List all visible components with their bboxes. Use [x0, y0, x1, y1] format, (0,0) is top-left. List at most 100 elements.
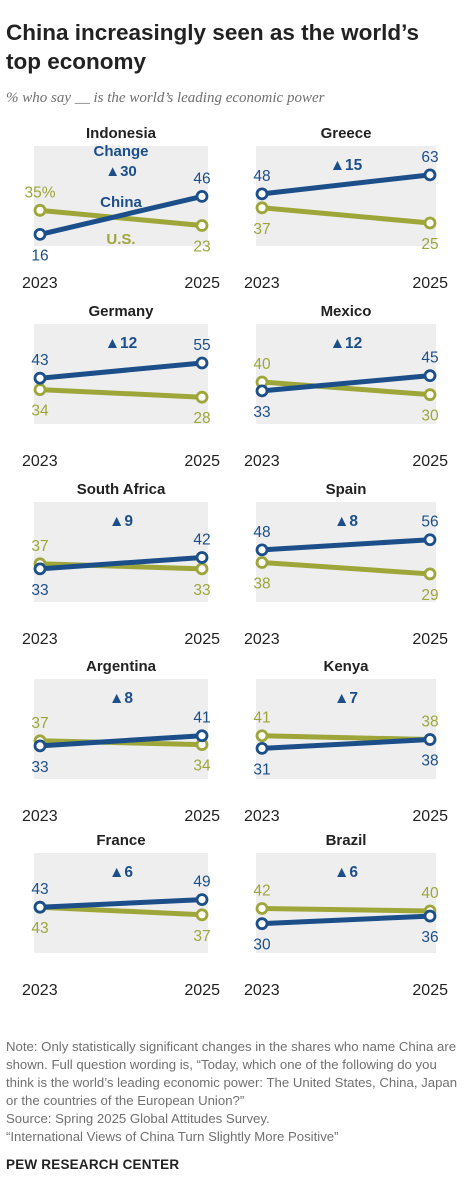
- series-line-us: [259, 205, 433, 226]
- x-tick-label: 2025: [184, 275, 220, 292]
- data-label-us: 41: [253, 710, 270, 727]
- data-label-china: 31: [253, 761, 270, 778]
- data-point-china: [255, 543, 269, 557]
- change-label-kenya: ▲7: [334, 690, 358, 707]
- legend-us-label: U.S.: [106, 231, 135, 248]
- series-line-china: [37, 554, 205, 572]
- data-point-china: [195, 356, 209, 370]
- data-point-us: [255, 729, 269, 743]
- x-tick-label: 2023: [244, 631, 280, 648]
- data-point-us: [195, 562, 209, 576]
- data-point-china: [195, 893, 209, 906]
- data-label-china: 16: [31, 247, 48, 264]
- chart-notes: Note: Only statistically significant cha…: [6, 1038, 460, 1146]
- panel-title-greece: Greece: [321, 125, 372, 142]
- x-tick-label: 2023: [22, 275, 58, 292]
- series-line-china: [259, 537, 433, 553]
- series-line-china: [259, 737, 433, 751]
- data-point-china: [33, 227, 47, 241]
- x-tick-label: 2023: [244, 982, 280, 999]
- pew-research-center-logo: PEW RESEARCH CENTER: [6, 1157, 180, 1172]
- report-title: “International Views of China Turn Sligh…: [6, 1129, 339, 1144]
- data-label-china: 33: [31, 759, 48, 776]
- series-line-us: [259, 379, 433, 398]
- data-point-china: [423, 369, 437, 383]
- series-line-china: [37, 733, 205, 749]
- data-point-china: [33, 371, 47, 385]
- panel-background: [256, 146, 436, 246]
- data-point-china: [255, 742, 269, 755]
- data-point-china: [195, 551, 209, 564]
- series-line-china: [37, 360, 205, 381]
- data-label-us: 38: [253, 576, 270, 593]
- data-point-china: [33, 900, 47, 914]
- data-label-china: 49: [193, 874, 210, 891]
- x-tick-label: 2023: [22, 453, 58, 470]
- data-point-us: [255, 556, 269, 569]
- series-line-us: [259, 905, 433, 914]
- series-line-china: [259, 373, 433, 394]
- change-label-spain: ▲8: [334, 513, 358, 530]
- x-tick-label: 2025: [184, 808, 220, 825]
- data-label-us: 43: [31, 920, 48, 937]
- data-label-us: 37: [31, 538, 48, 555]
- x-tick-label: 2023: [22, 982, 58, 999]
- data-label-us: 35%: [24, 184, 55, 201]
- data-label-us: 34: [31, 403, 49, 420]
- panel-title-mexico: Mexico: [321, 303, 372, 320]
- data-point-china: [255, 917, 269, 931]
- data-label-china: 42: [193, 531, 210, 548]
- data-label-china: 38: [421, 753, 438, 770]
- change-label-france: ▲6: [109, 864, 133, 881]
- data-label-china: 41: [193, 710, 210, 727]
- legend-china-label: China: [100, 194, 142, 211]
- data-label-us: 23: [193, 239, 210, 256]
- panel-title-france: France: [96, 832, 145, 849]
- data-point-us: [33, 383, 47, 397]
- data-label-us: 37: [193, 928, 210, 945]
- data-point-china: [33, 562, 47, 576]
- data-point-us: [195, 390, 209, 404]
- page-title: China increasingly seen as the world’s t…: [6, 20, 420, 74]
- x-tick-label: 2025: [412, 275, 448, 292]
- data-point-china: [195, 729, 209, 743]
- series-line-china: [37, 897, 205, 910]
- x-tick-label: 2025: [412, 982, 448, 999]
- data-point-china: [423, 168, 437, 182]
- data-point-china: [33, 739, 47, 753]
- legend-change-label: Change: [93, 143, 148, 160]
- data-point-china: [255, 384, 269, 398]
- data-point-us: [423, 216, 437, 230]
- x-tick-label: 2025: [412, 808, 448, 825]
- data-point-us: [195, 908, 209, 922]
- data-label-us: 28: [193, 410, 210, 427]
- data-point-china: [423, 533, 437, 547]
- panel-background: [256, 324, 436, 424]
- change-label-greece: ▲15: [330, 157, 363, 174]
- panel-title-south-africa: South Africa: [77, 481, 166, 498]
- panel-title-indonesia: Indonesia: [86, 125, 157, 142]
- panel-background: [256, 679, 436, 779]
- x-tick-label: 2025: [412, 453, 448, 470]
- x-tick-label: 2025: [184, 982, 220, 999]
- page-subtitle: % who say __ is the world’s leading econ…: [6, 90, 325, 106]
- data-point-us: [195, 219, 209, 232]
- data-point-us: [423, 567, 437, 581]
- data-label-us: 40: [253, 356, 271, 373]
- data-point-us: [33, 203, 47, 217]
- x-tick-label: 2023: [22, 631, 58, 648]
- data-label-china: 43: [31, 352, 48, 369]
- data-point-us: [255, 201, 269, 215]
- change-label-indonesia: ▲30: [105, 163, 137, 180]
- data-label-us: 34: [193, 758, 211, 775]
- data-point-china: [423, 909, 437, 923]
- x-tick-label: 2023: [244, 808, 280, 825]
- series-line-us: [259, 560, 433, 577]
- data-label-china: 33: [31, 582, 48, 599]
- data-label-china: 36: [421, 929, 438, 946]
- data-label-china: 48: [253, 168, 270, 185]
- series-line-us: [37, 387, 205, 400]
- data-label-us: 37: [31, 715, 48, 732]
- x-tick-label: 2025: [412, 631, 448, 648]
- change-label-germany: ▲12: [105, 335, 138, 352]
